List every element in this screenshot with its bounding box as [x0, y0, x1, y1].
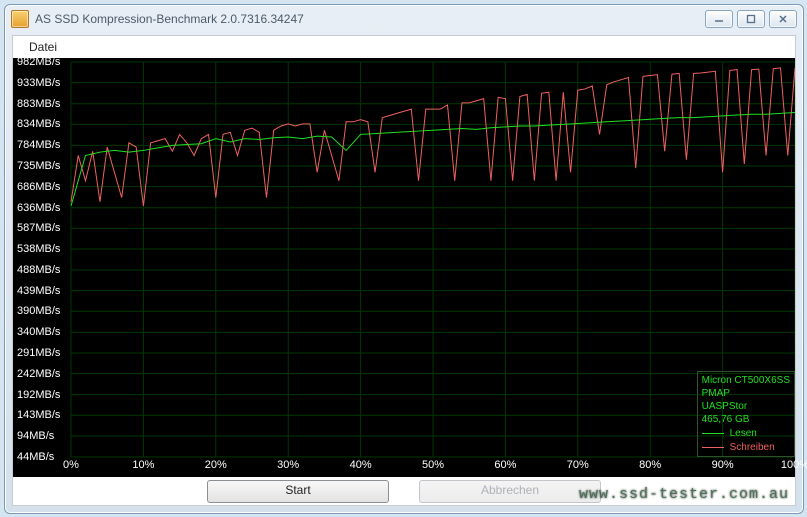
legend-pmap: PMAP	[702, 387, 790, 400]
legend-write-label: Schreiben	[730, 441, 775, 454]
y-tick-label: 834MB/s	[17, 118, 60, 130]
y-tick-label: 340MB/s	[17, 326, 60, 338]
window-title: AS SSD Kompression-Benchmark 2.0.7316.34…	[35, 12, 705, 26]
menubar: Datei	[13, 36, 795, 58]
maximize-button[interactable]	[737, 10, 765, 28]
chart-area: 982MB/s 933MB/s 883MB/s 834MB/s 784MB/s 735MB…	[13, 58, 795, 477]
y-tick-label: 192MB/s	[17, 389, 60, 401]
legend-read-row: Lesen	[702, 427, 790, 440]
x-tick-label: 40%	[350, 459, 372, 471]
y-tick-label: 982MB/s	[17, 56, 60, 68]
client-area: Datei 982MB/s 933MB/s 883MB/s 834MB/s 784MB/…	[12, 35, 796, 506]
legend-read-swatch	[702, 433, 724, 434]
y-tick-label: 587MB/s	[17, 222, 60, 234]
y-tick-label: 94MB/s	[17, 430, 54, 442]
titlebar: AS SSD Kompression-Benchmark 2.0.7316.34…	[5, 5, 803, 33]
y-tick-label: 735MB/s	[17, 160, 60, 172]
x-axis-labels: 0%10%20%30%40%50%60%70%80%90%100%	[13, 459, 795, 475]
x-tick-label: 70%	[567, 459, 589, 471]
y-tick-label: 439MB/s	[17, 285, 60, 297]
y-tick-label: 242MB/s	[17, 368, 60, 380]
y-tick-label: 390MB/s	[17, 305, 60, 317]
app-window: AS SSD Kompression-Benchmark 2.0.7316.34…	[4, 4, 804, 514]
legend: Micron CT500X6SS PMAP UASPStor 465,76 GB…	[697, 371, 795, 457]
y-tick-label: 686MB/s	[17, 181, 60, 193]
legend-capacity: 465,76 GB	[702, 413, 790, 426]
legend-driver: UASPStor	[702, 400, 790, 413]
app-icon	[11, 10, 29, 28]
window-buttons	[705, 10, 797, 28]
x-tick-label: 50%	[422, 459, 444, 471]
x-tick-label: 90%	[712, 459, 734, 471]
y-tick-label: 488MB/s	[17, 264, 60, 276]
x-tick-label: 60%	[494, 459, 516, 471]
minimize-button[interactable]	[705, 10, 733, 28]
x-tick-label: 80%	[639, 459, 661, 471]
close-button[interactable]	[769, 10, 797, 28]
abbrechen-button: Abbrechen	[419, 480, 601, 503]
chart-svg	[13, 58, 795, 477]
y-tick-label: 538MB/s	[17, 243, 60, 255]
x-tick-label: 20%	[205, 459, 227, 471]
menu-datei[interactable]: Datei	[23, 36, 63, 58]
legend-read-label: Lesen	[730, 427, 757, 440]
x-tick-label: 0%	[63, 459, 79, 471]
x-tick-label: 30%	[277, 459, 299, 471]
legend-write-row: Schreiben	[702, 441, 790, 454]
legend-write-swatch	[702, 447, 724, 448]
legend-device: Micron CT500X6SS	[702, 374, 790, 387]
start-button[interactable]: Start	[207, 480, 389, 503]
y-tick-label: 933MB/s	[17, 77, 60, 89]
y-tick-label: 883MB/s	[17, 98, 60, 110]
y-tick-label: 143MB/s	[17, 409, 60, 421]
y-tick-label: 291MB/s	[17, 347, 60, 359]
x-tick-label: 100%	[781, 459, 807, 471]
y-tick-label: 784MB/s	[17, 139, 60, 151]
x-tick-label: 10%	[132, 459, 154, 471]
watermark: www.ssd-tester.com.au	[579, 486, 789, 503]
y-tick-label: 636MB/s	[17, 202, 60, 214]
